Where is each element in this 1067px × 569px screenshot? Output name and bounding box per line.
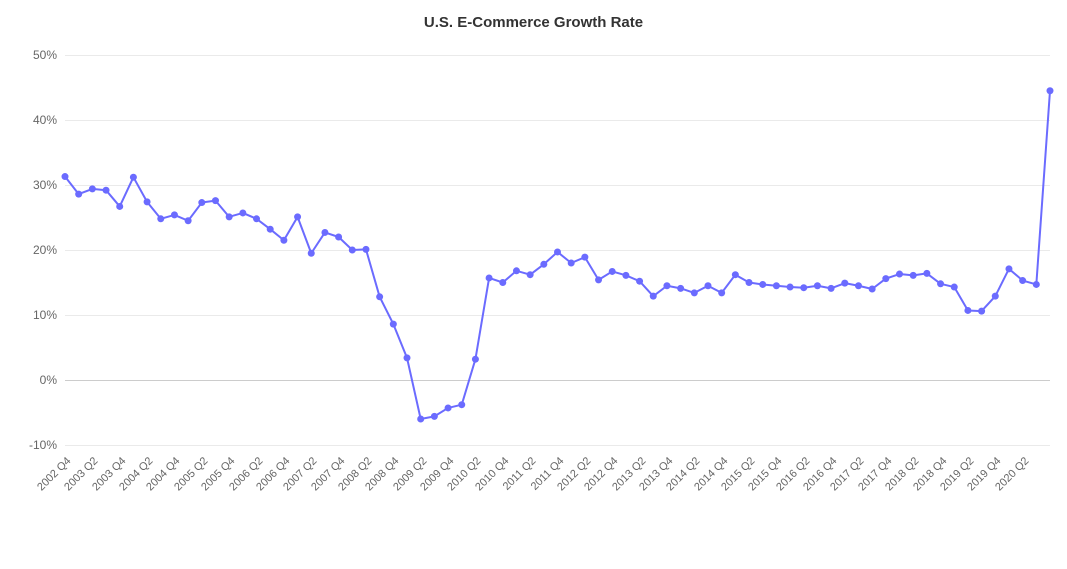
y-axis-tick-label: 50% [33,48,57,62]
data-point [855,282,862,289]
data-point [89,185,96,192]
gridline [65,445,1050,446]
data-point [335,234,342,241]
data-point [923,270,930,277]
data-point [308,250,315,257]
y-axis-tick-label: 30% [33,178,57,192]
y-axis-tick-label: 40% [33,113,57,127]
data-point [267,226,274,233]
data-point [650,293,657,300]
plot-area [65,55,1050,445]
data-point [841,280,848,287]
data-point [1019,277,1026,284]
data-point [431,413,438,420]
data-point [62,173,69,180]
data-point [663,282,670,289]
data-point [896,271,903,278]
data-point [718,289,725,296]
data-point [157,215,164,222]
data-point [362,246,369,253]
data-point [513,267,520,274]
data-point [1005,265,1012,272]
y-axis-tick-label: 0% [40,373,57,387]
data-point [1033,281,1040,288]
data-point [691,289,698,296]
data-point [103,187,110,194]
data-point [280,237,287,244]
chart-title: U.S. E-Commerce Growth Rate [0,14,1067,31]
data-point [226,213,233,220]
y-axis-tick-label: -10% [29,438,57,452]
data-point [458,401,465,408]
data-point [581,254,588,261]
data-point [800,284,807,291]
data-point [704,282,711,289]
y-axis-tick-label: 10% [33,308,57,322]
data-point [828,285,835,292]
data-point [185,217,192,224]
data-point [253,215,260,222]
data-point [732,271,739,278]
data-point [978,308,985,315]
data-point [568,260,575,267]
data-point [609,268,616,275]
data-point [910,272,917,279]
chart-container: U.S. E-Commerce Growth Rate -10% 0% 10% 20%… [0,0,1067,569]
data-point [116,203,123,210]
data-point [486,274,493,281]
data-point [144,198,151,205]
data-point [376,293,383,300]
data-point [814,282,821,289]
data-point [677,285,684,292]
data-point [554,248,561,255]
data-point [198,199,205,206]
line-series [65,55,1050,445]
data-point [499,279,506,286]
data-point [964,307,971,314]
data-point [171,211,178,218]
data-point [992,293,999,300]
data-point [349,247,356,254]
data-point [417,416,424,423]
data-point [773,282,780,289]
data-point [404,354,411,361]
data-point [746,279,753,286]
data-point [390,321,397,328]
data-point [1047,87,1054,94]
data-point [445,404,452,411]
data-point [130,174,137,181]
data-point [540,261,547,268]
data-point [636,278,643,285]
data-point [787,284,794,291]
data-point [622,272,629,279]
data-point [759,281,766,288]
data-point [951,284,958,291]
data-point [294,213,301,220]
data-point [869,286,876,293]
data-point [75,191,82,198]
data-point [882,275,889,282]
data-point [595,276,602,283]
data-point [321,229,328,236]
data-point [239,209,246,216]
y-axis-tick-label: 20% [33,243,57,257]
data-point [212,197,219,204]
data-point [937,280,944,287]
data-point [527,271,534,278]
data-point [472,356,479,363]
